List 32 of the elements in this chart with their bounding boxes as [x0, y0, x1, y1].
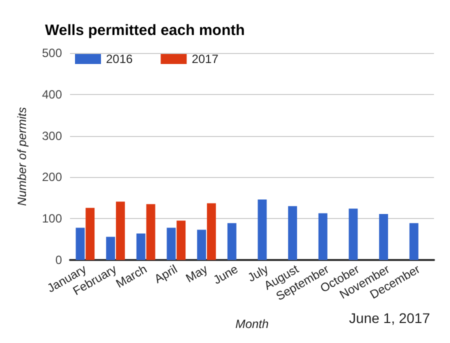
bar: [409, 223, 418, 260]
bar: [116, 202, 125, 260]
y-axis-title: Number of permits: [15, 107, 29, 206]
bar: [348, 208, 358, 260]
legend-label: 2017: [192, 52, 219, 66]
bar: [197, 230, 206, 260]
text: June 1, 2017: [349, 310, 430, 326]
bar: [227, 223, 236, 260]
bar: [318, 213, 328, 260]
x-tick-label: April: [152, 262, 180, 286]
y-tick-label: 0: [55, 253, 62, 267]
bar: [86, 208, 95, 260]
bar: [379, 214, 388, 260]
bar: [288, 206, 298, 260]
y-tick-label: 200: [42, 170, 62, 184]
x-tick-label: June: [210, 262, 241, 288]
bar: [146, 204, 156, 260]
bar: [76, 228, 85, 260]
chart-title: Wells permitted each month: [45, 22, 245, 39]
y-tick-label: 500: [42, 46, 62, 60]
bar: [176, 220, 186, 260]
bar: [206, 203, 216, 260]
bar: [106, 236, 116, 260]
x-tick-label: May: [183, 262, 210, 286]
bar: [258, 200, 267, 260]
x-axis-title: Month: [235, 317, 269, 331]
y-tick-label: 100: [42, 212, 62, 226]
y-tick-label: 300: [42, 128, 62, 143]
legend-label: 2016: [106, 52, 134, 66]
bar: [136, 234, 146, 260]
bar: [166, 228, 176, 260]
y-tick-label: 400: [42, 87, 62, 102]
